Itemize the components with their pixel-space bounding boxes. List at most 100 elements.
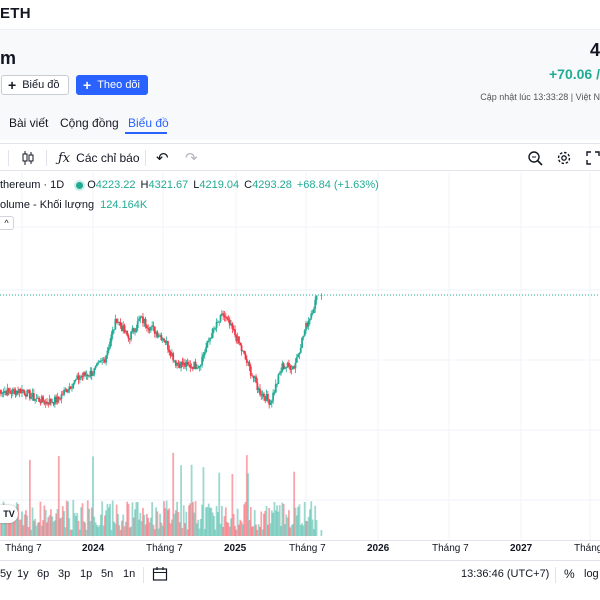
range-6m[interactable]: 6p — [37, 568, 50, 580]
volume-bar — [209, 507, 211, 536]
candle-body — [193, 361, 196, 370]
active-tab-indicator — [125, 132, 167, 134]
time-axis[interactable]: Tháng 7 2024 Tháng 7 2025 Tháng 7 2026 T… — [0, 540, 600, 556]
volume-bar — [198, 528, 201, 536]
percent-toggle[interactable]: % — [564, 567, 575, 581]
candle — [290, 364, 293, 375]
candle-body — [234, 329, 236, 335]
candle-body — [78, 377, 81, 380]
candle — [203, 349, 206, 359]
candle — [213, 326, 215, 334]
volume-bar — [30, 529, 33, 536]
candle — [252, 375, 255, 383]
candle — [98, 360, 101, 363]
candle — [52, 401, 55, 407]
price-chart[interactable] — [0, 172, 600, 540]
candle-body — [105, 355, 108, 363]
high-value: 4321.67 — [148, 179, 189, 191]
tradingview-logo[interactable]: TV — [0, 505, 18, 523]
clock[interactable]: 13:36:46 (UTC+7) — [461, 568, 550, 580]
candle-body — [36, 397, 39, 399]
date-range-button[interactable] — [152, 566, 168, 587]
fullscreen-button[interactable] — [586, 144, 600, 172]
collapse-legend-button[interactable]: ^ — [0, 216, 14, 230]
range-5d[interactable]: 5n — [101, 568, 114, 580]
undo-button[interactable]: ↶ — [156, 144, 169, 172]
volume-bar — [47, 517, 50, 536]
candle — [282, 362, 285, 370]
volume-bar — [114, 523, 117, 536]
candle — [67, 388, 69, 394]
candle-body — [297, 354, 300, 358]
candle-body — [290, 369, 293, 370]
candle — [178, 360, 181, 369]
candle-type-button[interactable] — [20, 144, 36, 172]
open-value: 4223.22 — [95, 179, 136, 191]
volume-bar — [282, 504, 285, 536]
tab-posts[interactable]: Bài viết — [9, 116, 49, 130]
x-tick: Tháng 7 — [146, 543, 183, 554]
volume-bar — [123, 526, 126, 536]
candle — [311, 309, 314, 316]
tab-community[interactable]: Cộng đồng — [60, 116, 119, 130]
follow-button[interactable]: + Theo dõi — [76, 75, 148, 95]
add-chart-button[interactable]: + Biểu đồ — [1, 75, 69, 95]
x-tick: Tháng 7 — [5, 543, 42, 554]
volume-bar — [82, 521, 85, 536]
candle-body — [38, 397, 40, 402]
candle-body — [210, 337, 213, 339]
volume-bar — [163, 501, 165, 536]
candle — [297, 353, 300, 358]
volume-bar — [217, 512, 219, 536]
add-chart-label: Biểu đồ — [22, 79, 60, 91]
volume-bar — [270, 510, 273, 536]
volume-bar — [107, 507, 110, 536]
volume-bar — [61, 506, 64, 536]
volume-bar — [149, 517, 152, 536]
volume-bar — [35, 525, 38, 536]
legend-symbol: thereum · 1D — [0, 179, 65, 191]
indicators-button[interactable]: ƒx Các chỉ báo — [58, 144, 140, 172]
range-5y[interactable]: 5y — [0, 568, 12, 580]
volume-bar — [122, 514, 125, 536]
candle-body — [205, 347, 207, 353]
candle-body — [299, 348, 302, 353]
volume-bar — [195, 523, 198, 536]
candle-body — [67, 390, 69, 393]
volume-bar — [280, 525, 282, 536]
candle — [210, 333, 213, 339]
candle — [264, 395, 267, 404]
candle — [28, 388, 31, 401]
range-1y[interactable]: 1y — [17, 568, 29, 580]
tab-chart[interactable]: Biểu đồ — [128, 116, 169, 130]
low-value: 4219.04 — [199, 179, 240, 191]
calendar-icon — [152, 567, 168, 581]
candle-body — [57, 396, 60, 399]
candle — [99, 357, 102, 363]
volume-bar — [188, 505, 190, 536]
range-3m[interactable]: 3p — [58, 568, 71, 580]
candle — [164, 339, 167, 346]
candle-body — [119, 322, 122, 326]
volume-bar — [206, 506, 209, 536]
log-toggle[interactable]: log — [584, 568, 599, 580]
volume-bar — [276, 505, 278, 536]
redo-button[interactable]: ↷ — [185, 144, 198, 172]
quick-search-button[interactable] — [527, 144, 543, 172]
candle — [109, 338, 111, 350]
range-1d[interactable]: 1n — [123, 568, 136, 580]
volume-bar — [203, 529, 206, 536]
volume-bar — [73, 513, 76, 536]
candle-body — [59, 398, 62, 400]
volume-bar — [192, 502, 194, 536]
candle — [276, 383, 278, 388]
candle — [231, 322, 234, 334]
candle — [122, 321, 125, 334]
volume-bar — [295, 515, 298, 536]
candle — [184, 359, 186, 369]
settings-button[interactable] — [556, 144, 572, 172]
volume-bar — [190, 464, 193, 536]
volume-bar — [151, 502, 154, 536]
market-status-icon — [76, 181, 84, 189]
range-1m[interactable]: 1p — [80, 568, 93, 580]
